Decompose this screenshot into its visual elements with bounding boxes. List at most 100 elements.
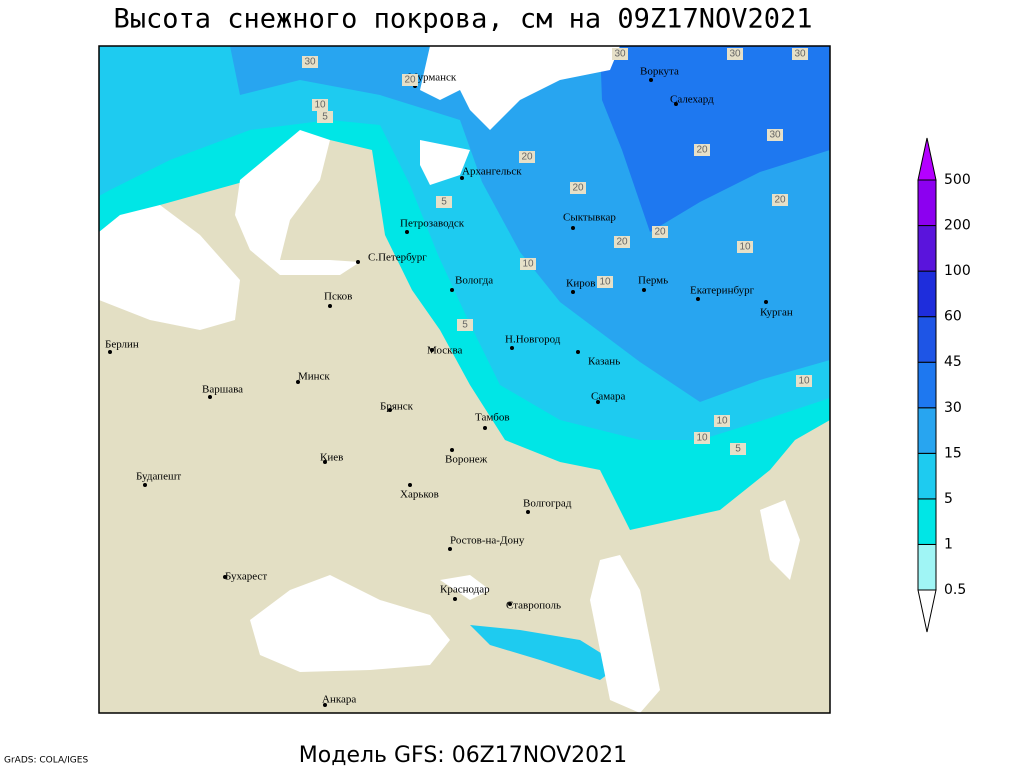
model-caption: Модель GFS: 06Z17NOV2021 (299, 743, 627, 768)
city-label: Тамбов (475, 412, 510, 424)
contour-label: 10 (798, 376, 810, 387)
contour-label: 20 (572, 183, 584, 194)
contour-label-box (612, 48, 628, 60)
contour-label-box (792, 48, 808, 60)
city-dot (696, 297, 700, 301)
city-dot (526, 510, 530, 514)
contour-label-box (714, 415, 730, 427)
city-dot (483, 426, 487, 430)
city-dot (649, 78, 653, 82)
legend-label: 100 (944, 263, 971, 279)
city-label: Мурманск (408, 72, 457, 84)
city-label: Минск (298, 371, 330, 383)
city-label: Волгоград (523, 498, 572, 510)
legend-label: 30 (944, 400, 962, 416)
credit: GrADS: COLA/IGES (4, 756, 88, 766)
city-label: Бухарест (225, 571, 267, 583)
map: Мурманск Воркута Салехард Архангельск Сыктыв… (98, 45, 831, 714)
city-label: Н.Новгород (505, 334, 561, 346)
legend-swatch (917, 407, 937, 454)
legend-swatch (917, 316, 937, 363)
contour-label: 5 (441, 197, 447, 208)
contour-label-box (570, 182, 586, 194)
city-dot (576, 350, 580, 354)
city-label: Курган (760, 307, 793, 319)
map-frame (98, 45, 831, 714)
contour-label-box (312, 99, 328, 111)
contour-label: 10 (739, 242, 751, 253)
snow-caucasus (470, 625, 620, 680)
city-label: Краснодар (440, 584, 490, 596)
legend-arrow-low (917, 589, 937, 633)
legend-swatch (917, 225, 937, 272)
city-dot (596, 400, 600, 404)
city-dot (323, 460, 327, 464)
contour-label-box (730, 443, 746, 455)
city-label: Петрозаводск (400, 218, 465, 230)
city-dot (450, 288, 454, 292)
city-label: Пермь (638, 275, 668, 287)
contour-label: 30 (614, 49, 626, 60)
contour-label: 20 (404, 75, 416, 86)
contour-label: 20 (521, 152, 533, 163)
city-label: Салехард (670, 94, 714, 106)
contour-label-box (772, 194, 788, 206)
city-label: Киев (320, 452, 343, 464)
legend-swatch (917, 452, 937, 500)
city-dot (208, 395, 212, 399)
contour-label: 30 (769, 130, 781, 141)
contour-label-box (796, 375, 812, 387)
title: Высота снежного покрова, см на 09Z17NOV2… (114, 4, 813, 35)
contour-label: 5 (735, 444, 741, 455)
city-label: Москва (427, 345, 463, 357)
city-dot (323, 703, 327, 707)
city-label: Самара (591, 391, 625, 403)
contour-label-box (694, 144, 710, 156)
contour-label: 10 (599, 277, 611, 288)
legend-label: 5 (944, 491, 953, 507)
city-label: Воркута (640, 66, 679, 78)
legend-arrow-high (917, 137, 937, 181)
contour-label-box (402, 74, 418, 86)
city-dot (674, 102, 678, 106)
city-label: Архангельск (462, 166, 522, 178)
contour-label: 5 (462, 320, 468, 331)
city-label: Ставрополь (506, 600, 561, 612)
city-label: Воронеж (445, 454, 488, 466)
city-dot (356, 260, 360, 264)
contour-label: 30 (304, 57, 316, 68)
contour-label-box (694, 432, 710, 444)
city-dot (430, 348, 434, 352)
city-label: Киров (566, 278, 595, 290)
city-dot (143, 483, 147, 487)
contour-label: 5 (322, 112, 328, 123)
city-label: С.Петербург (368, 252, 427, 264)
legend-swatch (917, 270, 937, 318)
city-dot (223, 575, 227, 579)
city-label: Анкара (322, 694, 356, 706)
city-label: Брянск (380, 401, 414, 413)
water (99, 46, 800, 713)
city-dot (642, 288, 646, 292)
legend-label: 45 (944, 354, 962, 370)
city-dot (508, 602, 512, 606)
legend-label: 0.5 (944, 582, 966, 598)
city-dot (388, 408, 392, 412)
contour-label-box (520, 258, 536, 270)
snow-30-45 (600, 46, 830, 232)
city-label: Екатеринбург (690, 285, 755, 297)
city-label: Казань (588, 356, 620, 368)
city-label: Харьков (400, 489, 439, 501)
contour-label-box (727, 48, 743, 60)
legend-swatch (917, 543, 937, 591)
city-dot (510, 346, 514, 350)
legend-label: 15 (944, 445, 962, 461)
contour-label: 20 (696, 145, 708, 156)
city-dot (571, 290, 575, 294)
contour-label-box (317, 111, 333, 123)
city-dot (453, 597, 457, 601)
contour-label-box (767, 129, 783, 141)
